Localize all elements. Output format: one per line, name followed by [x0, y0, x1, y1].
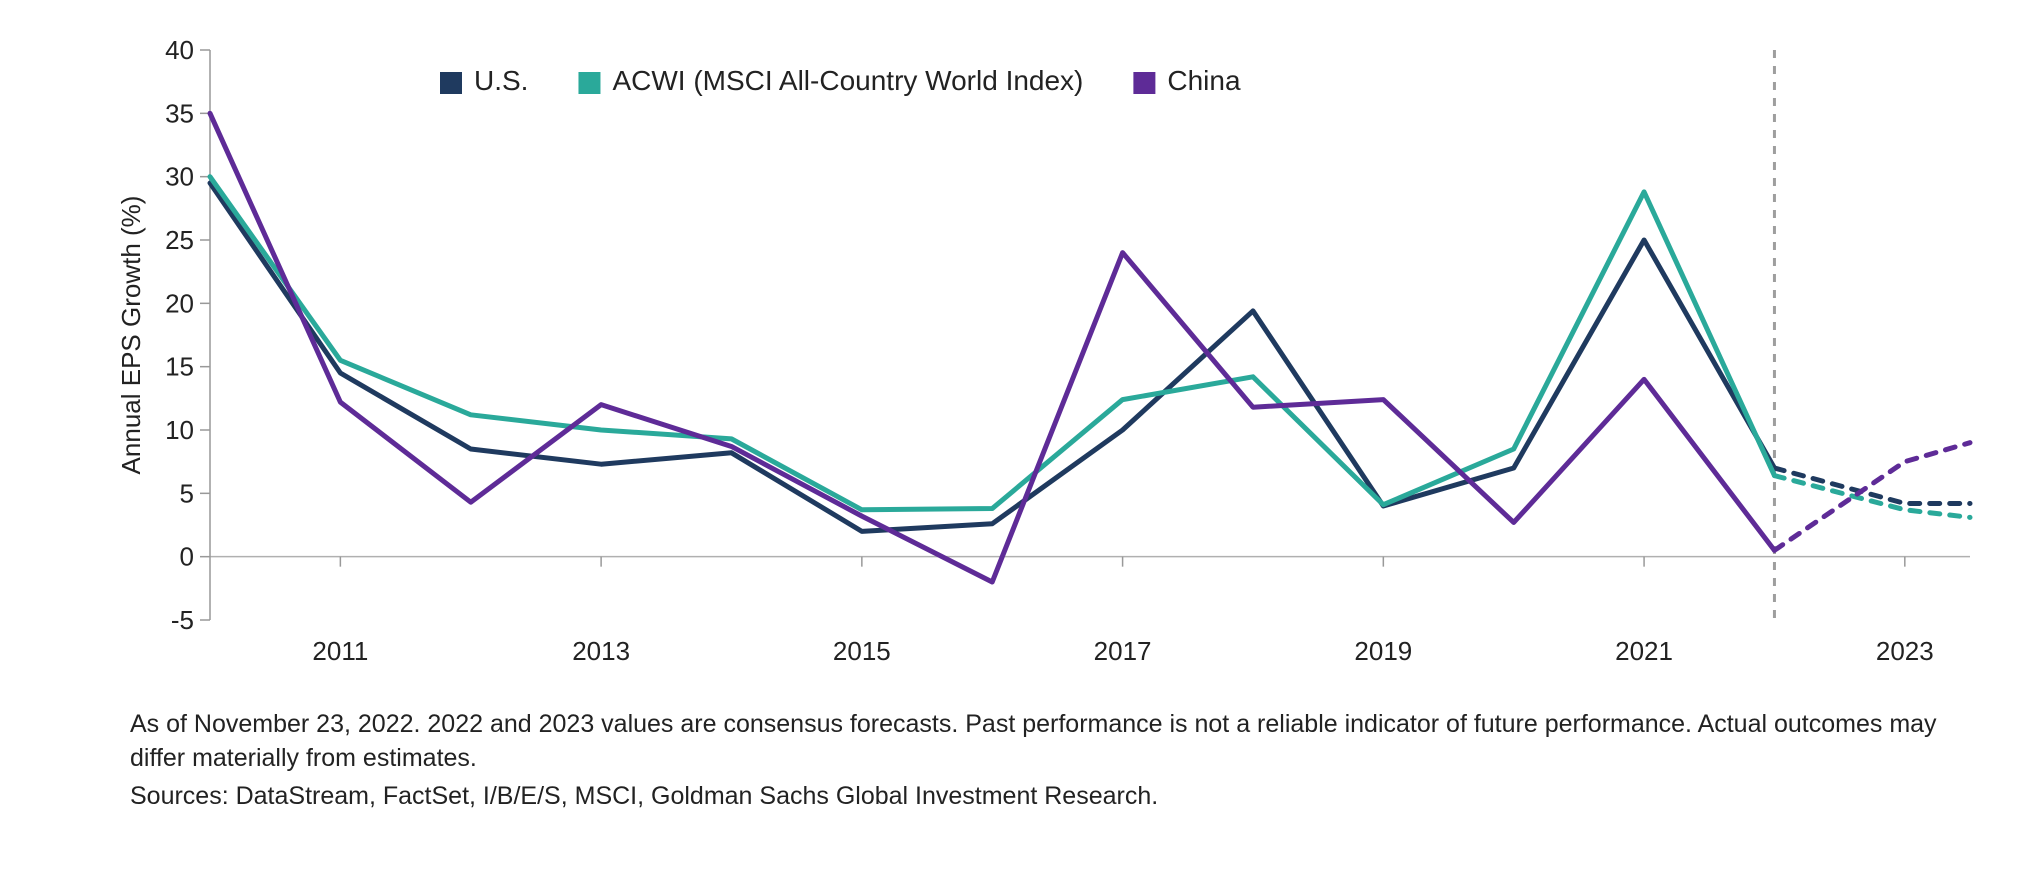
x-tick-label: 2021 — [1615, 636, 1673, 666]
x-tick-label: 2019 — [1354, 636, 1412, 666]
chart-footnote: As of November 23, 2022. 2022 and 2023 v… — [130, 708, 1950, 813]
footnote-line-2: Sources: DataStream, FactSet, I/B/E/S, M… — [130, 780, 1950, 814]
legend-label-china: China — [1167, 65, 1241, 96]
legend-swatch-china — [1133, 72, 1155, 94]
y-tick-label: 35 — [165, 98, 194, 128]
y-axis-label: Annual EPS Growth (%) — [120, 196, 146, 475]
plot-bg — [120, 30, 2000, 690]
y-tick-label: 15 — [165, 352, 194, 382]
y-tick-label: 0 — [180, 542, 194, 572]
y-tick-label: 5 — [180, 478, 194, 508]
y-tick-label: -5 — [171, 605, 194, 635]
y-tick-label: 40 — [165, 35, 194, 65]
footnote-line-1: As of November 23, 2022. 2022 and 2023 v… — [130, 708, 1950, 776]
y-tick-label: 30 — [165, 162, 194, 192]
x-tick-label: 2015 — [833, 636, 891, 666]
x-tick-label: 2023 — [1876, 636, 1934, 666]
y-tick-label: 25 — [165, 225, 194, 255]
y-tick-label: 10 — [165, 415, 194, 445]
chart-container: -5 0 5 10 15 20 25 30 35 40 Annual EPS Growth (%) 2… — [0, 0, 2037, 894]
legend-label-acwi: ACWI (MSCI All-Country World Index) — [612, 65, 1083, 96]
legend-swatch-us — [440, 72, 462, 94]
x-tick-label: 2017 — [1094, 636, 1152, 666]
y-tick-label: 20 — [165, 288, 194, 318]
x-tick-label: 2011 — [312, 636, 368, 666]
legend-label-us: U.S. — [474, 65, 528, 96]
x-tick-label: 2013 — [572, 636, 630, 666]
chart-svg: -5 0 5 10 15 20 25 30 35 40 Annual EPS Growth (%) 2… — [120, 30, 2000, 690]
chart-plot: -5 0 5 10 15 20 25 30 35 40 Annual EPS Growth (%) 2… — [120, 30, 2000, 690]
legend-swatch-acwi — [578, 72, 600, 94]
